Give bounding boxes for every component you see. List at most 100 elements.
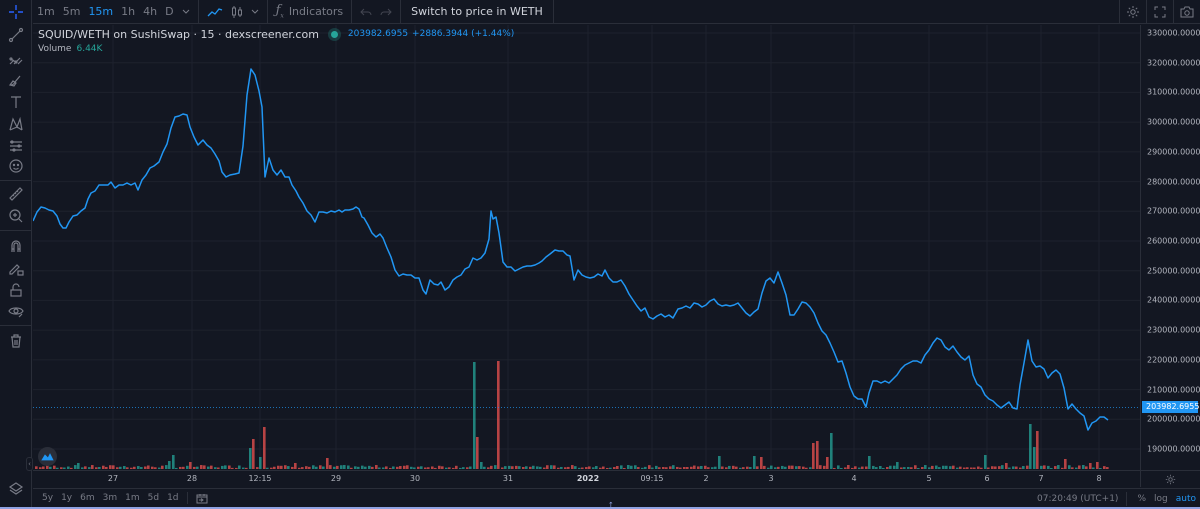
chart-legend: SQUID/WETH on SushiSwap · 15 · dexscreen… bbox=[38, 26, 514, 56]
timeframe-1h[interactable]: 1h bbox=[121, 4, 136, 18]
axis-settings-button[interactable] bbox=[1140, 470, 1200, 487]
trend-line-icon[interactable] bbox=[4, 24, 28, 46]
price-tick: 260000.0000 bbox=[1147, 236, 1200, 246]
timeframe-1m[interactable]: 1m bbox=[37, 4, 55, 18]
stay-in-drawing-mode-icon[interactable] bbox=[4, 257, 28, 279]
time-tick: 8 bbox=[1096, 474, 1102, 483]
range-5y[interactable]: 5y bbox=[42, 493, 54, 503]
switch-price-button[interactable]: Switch to price in WETH bbox=[411, 5, 543, 18]
time-tick: 31 bbox=[502, 474, 514, 483]
time-tick: 12:15 bbox=[248, 474, 272, 483]
price-tick: 240000.0000 bbox=[1147, 295, 1200, 305]
time-tick: 3 bbox=[768, 474, 774, 483]
gear-icon bbox=[1165, 474, 1176, 484]
pattern-icon[interactable] bbox=[4, 113, 28, 135]
redo-button[interactable] bbox=[376, 0, 396, 24]
timeframe-15m[interactable]: 15m bbox=[88, 4, 114, 18]
price-tick: 320000.0000 bbox=[1147, 58, 1200, 68]
object-tree-icon[interactable] bbox=[4, 478, 28, 500]
candles-chart-type-button[interactable] bbox=[227, 0, 247, 24]
range-3m[interactable]: 3m bbox=[102, 493, 118, 503]
text-tool-icon[interactable] bbox=[4, 91, 28, 113]
price-tick: 300000.0000 bbox=[1147, 117, 1200, 127]
line-chart-type-button[interactable] bbox=[203, 0, 227, 24]
time-tick: 27 bbox=[107, 474, 119, 483]
go-to-date-button[interactable] bbox=[192, 486, 212, 509]
magnet-icon[interactable] bbox=[4, 235, 28, 257]
timeframe-D[interactable]: D bbox=[165, 4, 174, 18]
redo-icon bbox=[380, 8, 392, 15]
emoji-icon[interactable] bbox=[4, 155, 28, 177]
time-tick: 5 bbox=[926, 474, 932, 483]
time-tick: 2 bbox=[703, 474, 709, 483]
fullscreen-icon bbox=[1154, 6, 1166, 18]
legend-last-price: 203982.6955 bbox=[347, 29, 409, 39]
range-6m[interactable]: 6m bbox=[80, 493, 95, 503]
calendar-goto-icon bbox=[196, 493, 208, 503]
range-1y[interactable]: 1y bbox=[61, 493, 73, 503]
fullscreen-button[interactable] bbox=[1146, 0, 1173, 24]
range-1d[interactable]: 1d bbox=[167, 493, 179, 503]
bottom-strip: ↑ bbox=[0, 501, 1200, 509]
volume-label: Volume bbox=[38, 44, 72, 54]
legend-price-change: +2886.3944 (+1.44%) bbox=[412, 29, 515, 39]
time-axis[interactable]: 27 28 12:15 29 30 31 2022 09:15 2 3 4 5 6 7 8 bbox=[33, 470, 1140, 487]
line-chart-icon bbox=[207, 7, 222, 16]
auto-scale-toggle[interactable]: auto bbox=[1175, 493, 1196, 504]
price-tick: 220000.0000 bbox=[1147, 355, 1200, 365]
crosshair-icon[interactable] bbox=[4, 1, 28, 23]
trash-icon[interactable] bbox=[4, 330, 28, 352]
volume-bars bbox=[35, 361, 1109, 469]
log-scale-toggle[interactable]: log bbox=[1154, 493, 1168, 504]
volume-value: 6.44K bbox=[76, 44, 103, 54]
range-5d[interactable]: 5d bbox=[147, 493, 160, 503]
price-tick: 280000.0000 bbox=[1147, 177, 1200, 187]
time-tick: 28 bbox=[186, 474, 198, 483]
timeframe-dropdown[interactable] bbox=[178, 0, 194, 24]
arrow-up-icon: ↑ bbox=[608, 501, 614, 509]
zoom-in-icon[interactable] bbox=[4, 205, 28, 227]
price-axis[interactable]: 330000.0000 320000.0000 310000.0000 300000.… bbox=[1140, 25, 1200, 470]
prediction-icon[interactable] bbox=[4, 135, 28, 157]
price-tick: 210000.0000 bbox=[1147, 385, 1200, 395]
time-tick: 6 bbox=[984, 474, 990, 483]
market-status-icon bbox=[330, 30, 338, 38]
pitchfork-icon[interactable] bbox=[4, 47, 28, 69]
range-1m[interactable]: 1m bbox=[125, 493, 140, 503]
timeframe-4h[interactable]: 4h bbox=[143, 4, 158, 18]
percent-scale-toggle[interactable]: % bbox=[1137, 493, 1146, 504]
chevron-down-icon bbox=[251, 9, 258, 14]
top-toolbar: 1m 5m 15m 1h 4h D ƒx Indicators bbox=[33, 0, 1200, 24]
brush-icon[interactable] bbox=[4, 69, 28, 91]
logo-icon bbox=[41, 453, 54, 461]
time-tick: 29 bbox=[330, 474, 342, 483]
undo-button[interactable] bbox=[356, 0, 376, 24]
drawing-toolbar bbox=[0, 0, 32, 509]
price-chart[interactable] bbox=[33, 25, 1140, 470]
candlestick-icon bbox=[231, 5, 242, 18]
indicators-label: Indicators bbox=[288, 5, 344, 18]
price-tick: 190000.0000 bbox=[1147, 444, 1200, 454]
time-tick: 2022 bbox=[576, 474, 600, 483]
price-tick: 290000.0000 bbox=[1147, 147, 1200, 157]
symbol-title[interactable]: SQUID/WETH on SushiSwap · 15 · dexscreen… bbox=[38, 27, 319, 41]
indicators-button[interactable]: ƒx Indicators bbox=[272, 0, 348, 24]
time-tick: 4 bbox=[851, 474, 857, 483]
lock-icon[interactable] bbox=[4, 279, 28, 301]
chart-grid bbox=[33, 25, 1140, 470]
price-tick: 310000.0000 bbox=[1147, 87, 1200, 97]
ruler-icon[interactable] bbox=[4, 183, 28, 205]
eye-hide-icon[interactable] bbox=[4, 300, 28, 322]
chart-type-dropdown[interactable] bbox=[247, 0, 263, 24]
clock-timezone[interactable]: 07:20:49 (UTC+1) bbox=[1037, 491, 1128, 506]
dexscreener-logo[interactable] bbox=[38, 447, 57, 466]
chart-pane[interactable]: SQUID/WETH on SushiSwap · 15 · dexscreen… bbox=[33, 25, 1140, 470]
last-price-tag: 203982.6955 bbox=[1142, 401, 1199, 414]
screenshot-button[interactable] bbox=[1173, 0, 1200, 24]
collapse-toolbar-button[interactable]: ‹ bbox=[26, 457, 33, 471]
undo-icon bbox=[360, 8, 372, 15]
price-tick: 250000.0000 bbox=[1147, 266, 1200, 276]
timeframe-5m[interactable]: 5m bbox=[62, 4, 81, 18]
settings-button[interactable] bbox=[1119, 0, 1146, 24]
